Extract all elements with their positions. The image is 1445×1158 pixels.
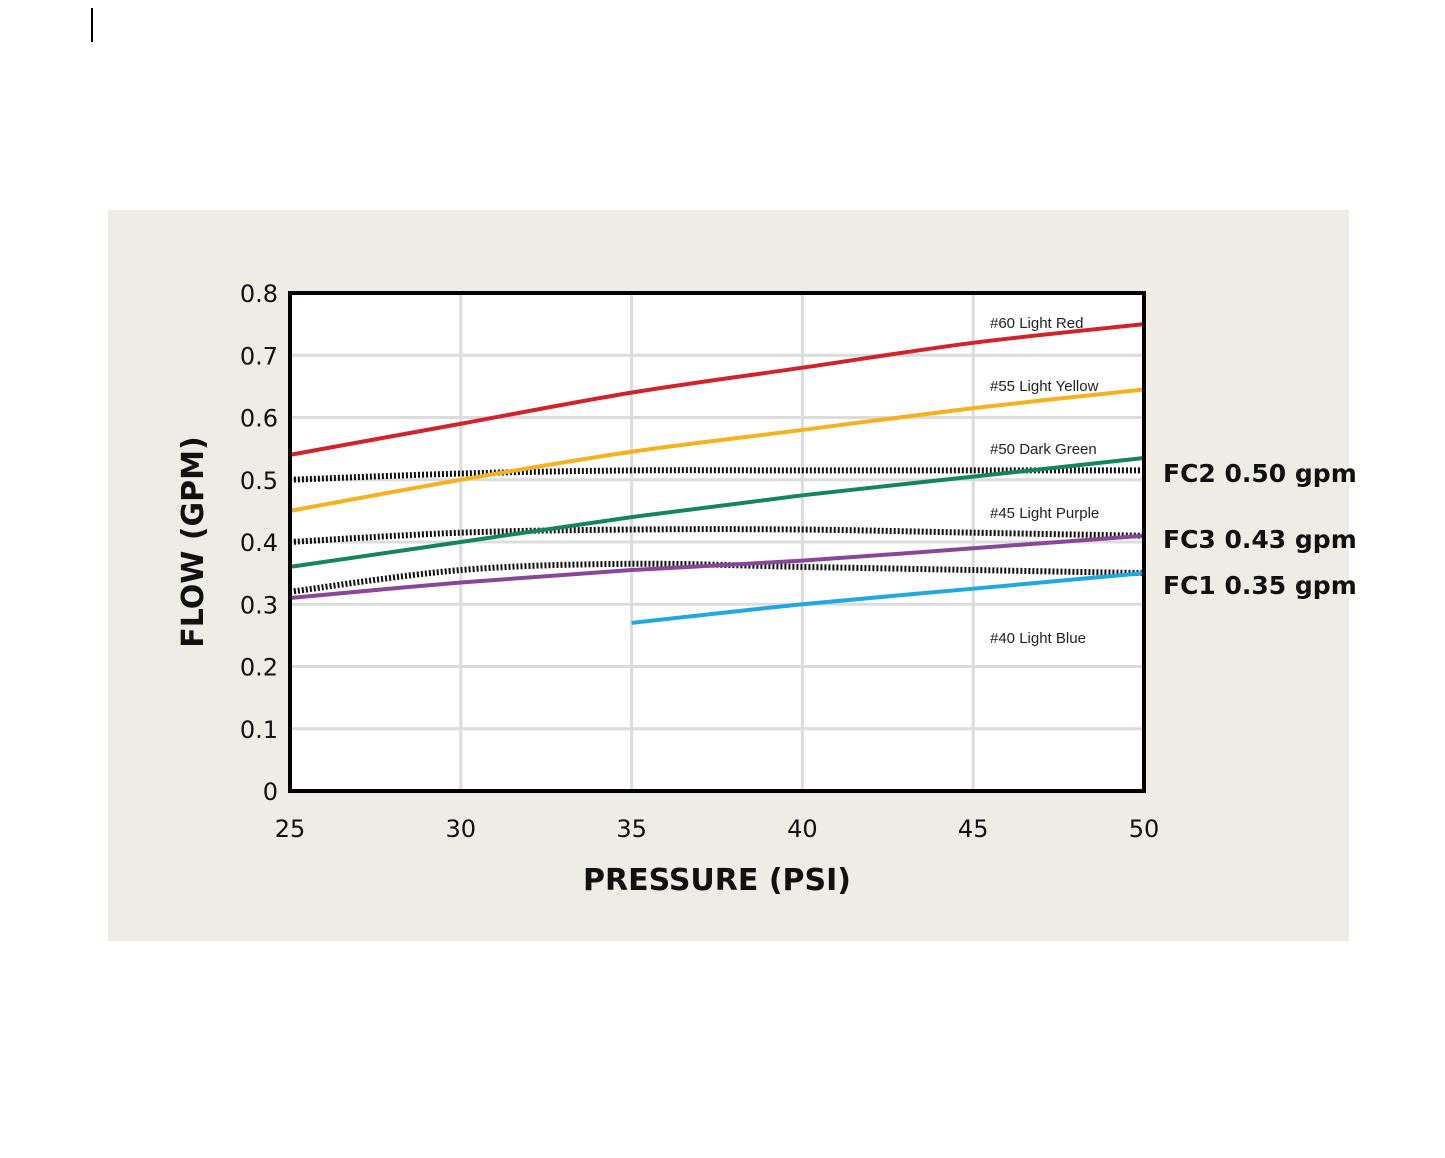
y-tick-label: 0.2 — [240, 654, 278, 682]
fc-labels: FC2 0.50 gpm FC3 0.43 gpm FC1 0.35 gpm — [1163, 459, 1357, 600]
tick-labels: 25 30 35 40 45 50 0 0.1 0.2 0.3 0.4 0.5 0.6 0.7 0.8 — [240, 280, 1159, 843]
plot-frame — [288, 291, 1146, 793]
series-label: #45 Light Purple — [990, 505, 1099, 522]
y-tick-label: 0 — [263, 778, 278, 806]
x-tick-label: 40 — [787, 815, 818, 843]
reference-line — [289, 526, 1145, 545]
series-labels: #60 Light Red #55 Light Yellow #50 Dark Gr… — [990, 315, 1099, 647]
x-tick-label: 45 — [958, 815, 989, 843]
y-tick-label: 0.5 — [240, 467, 278, 495]
series-label: #60 Light Red — [990, 315, 1083, 332]
x-axis-title: PRESSURE (PSI) — [583, 863, 851, 898]
fc-label: FC3 0.43 gpm — [1163, 525, 1357, 554]
x-tick-label: 35 — [616, 815, 647, 843]
series-label: #50 Dark Green — [990, 441, 1097, 458]
x-tick-label: 30 — [446, 815, 477, 843]
y-tick-label: 0.6 — [240, 405, 278, 433]
grid — [288, 291, 1146, 793]
y-tick-label: 0.4 — [240, 529, 278, 557]
series-line — [289, 387, 1145, 513]
series-line — [289, 455, 1145, 569]
fc-label: FC2 0.50 gpm — [1163, 459, 1357, 488]
fc-label: FC1 0.35 gpm — [1163, 571, 1357, 600]
series-lines — [289, 322, 1145, 625]
x-tick-label: 25 — [275, 815, 306, 843]
text-cursor — [91, 8, 93, 42]
series-line — [631, 571, 1145, 625]
y-tick-label: 0.1 — [240, 716, 278, 744]
y-tick-label: 0.8 — [240, 280, 278, 308]
reference-line — [289, 467, 1144, 483]
series-line — [289, 322, 1145, 457]
y-tick-label: 0.7 — [240, 342, 278, 370]
series-label: #55 Light Yellow — [990, 378, 1099, 395]
x-tick-label: 50 — [1129, 815, 1160, 843]
series-line — [289, 533, 1145, 601]
series-label: #40 Light Blue — [990, 630, 1086, 647]
y-tick-label: 0.3 — [240, 591, 278, 619]
y-axis-title: FLOW (GPM) — [176, 436, 211, 647]
